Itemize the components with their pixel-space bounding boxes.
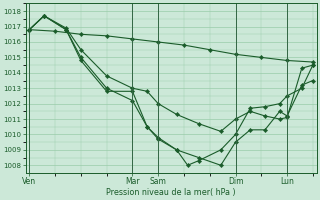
X-axis label: Pression niveau de la mer( hPa ): Pression niveau de la mer( hPa ) xyxy=(106,188,236,197)
